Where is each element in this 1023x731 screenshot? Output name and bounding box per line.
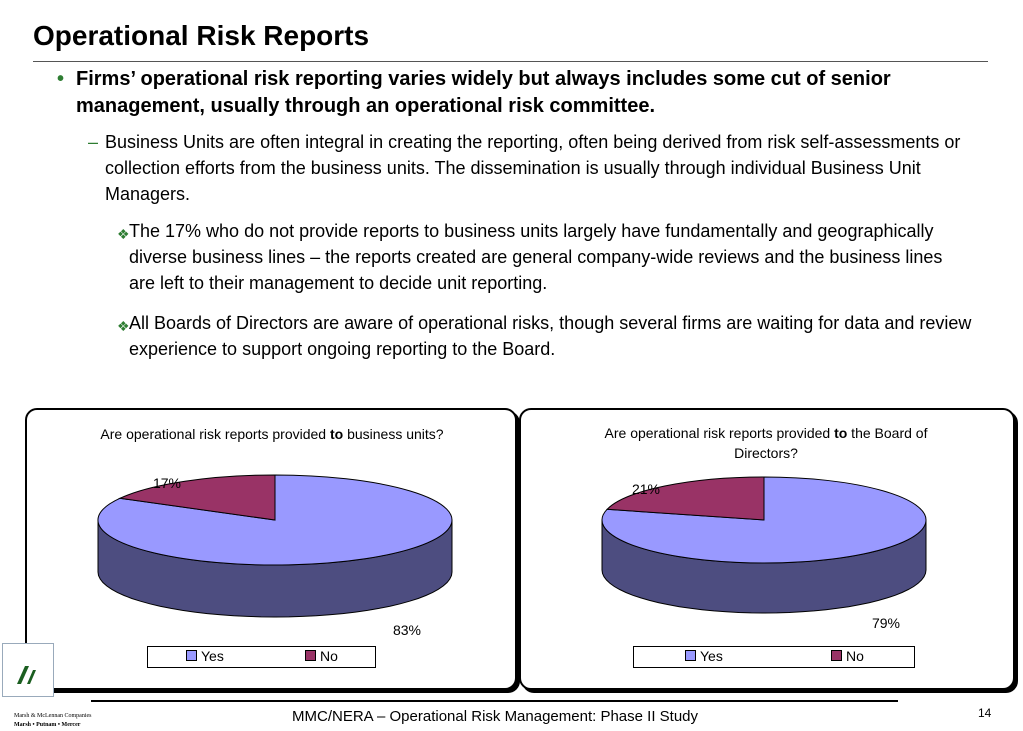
data-label-yes: 79% — [872, 615, 900, 631]
data-label-no: 21% — [632, 481, 660, 497]
bullet-dot-icon: • — [57, 68, 65, 90]
sub-bullet: ❖ The 17% who do not provide reports to … — [117, 218, 972, 296]
pie-slice-no — [118, 474, 276, 521]
legend-item-no: No — [831, 648, 864, 664]
chart-title: Are operational risk reports provided to… — [100, 426, 444, 442]
logo-company-text: Marsh & McLennan Companies — [14, 713, 92, 719]
company-logo — [2, 643, 54, 697]
bullet-level1: • Firms’ operational risk reporting vari… — [57, 66, 977, 120]
sub-bullet: ❖ All Boards of Directors are aware of o… — [117, 310, 972, 362]
sub-bullet-text: The 17% who do not provide reports to bu… — [129, 221, 943, 293]
legend-swatch-yes — [685, 650, 696, 661]
bullet-level1-text: Firms’ operational risk reporting varies… — [76, 68, 891, 117]
pie-chart: 83% 17% — [97, 474, 453, 638]
chart-panel-business-units: Are operational risk reports provided to… — [25, 408, 517, 690]
legend-swatch-no — [305, 650, 316, 661]
diamond-bullet-icon: ❖ — [117, 226, 130, 242]
chart-legend: Yes No — [147, 646, 376, 668]
bullet-dash-icon: – — [88, 132, 99, 152]
bullet-level2: – Business Units are often integral in c… — [88, 129, 968, 207]
logo-brands-text: Marsh • Putnam • Mercer — [14, 722, 81, 728]
footer-divider — [91, 700, 898, 702]
legend-swatch-yes — [186, 650, 197, 661]
chart-title: Are operational risk reports provided to… — [604, 425, 928, 461]
legend-swatch-no — [831, 650, 842, 661]
data-label-no: 17% — [153, 475, 181, 491]
chart-panel-board: Are operational risk reports provided to… — [519, 408, 1015, 690]
pie-slice-no — [605, 476, 765, 521]
page-number: 14 — [978, 706, 992, 720]
sub-bullet-text: All Boards of Directors are aware of ope… — [129, 313, 972, 359]
data-label-yes: 83% — [393, 622, 421, 638]
slide-title: Operational Risk Reports — [33, 20, 370, 51]
diamond-bullet-icon: ❖ — [117, 318, 130, 334]
bullet-level2-text: Business Units are often integral in cre… — [105, 132, 961, 204]
footer-text: MMC/NERA – Operational Risk Management: … — [292, 708, 699, 725]
legend-item-yes: Yes — [186, 648, 224, 664]
title-divider — [33, 61, 988, 62]
legend-item-no: No — [305, 648, 338, 664]
legend-item-yes: Yes — [685, 648, 723, 664]
chart-legend: Yes No — [633, 646, 915, 668]
pie-chart: 79% 21% — [601, 476, 927, 631]
